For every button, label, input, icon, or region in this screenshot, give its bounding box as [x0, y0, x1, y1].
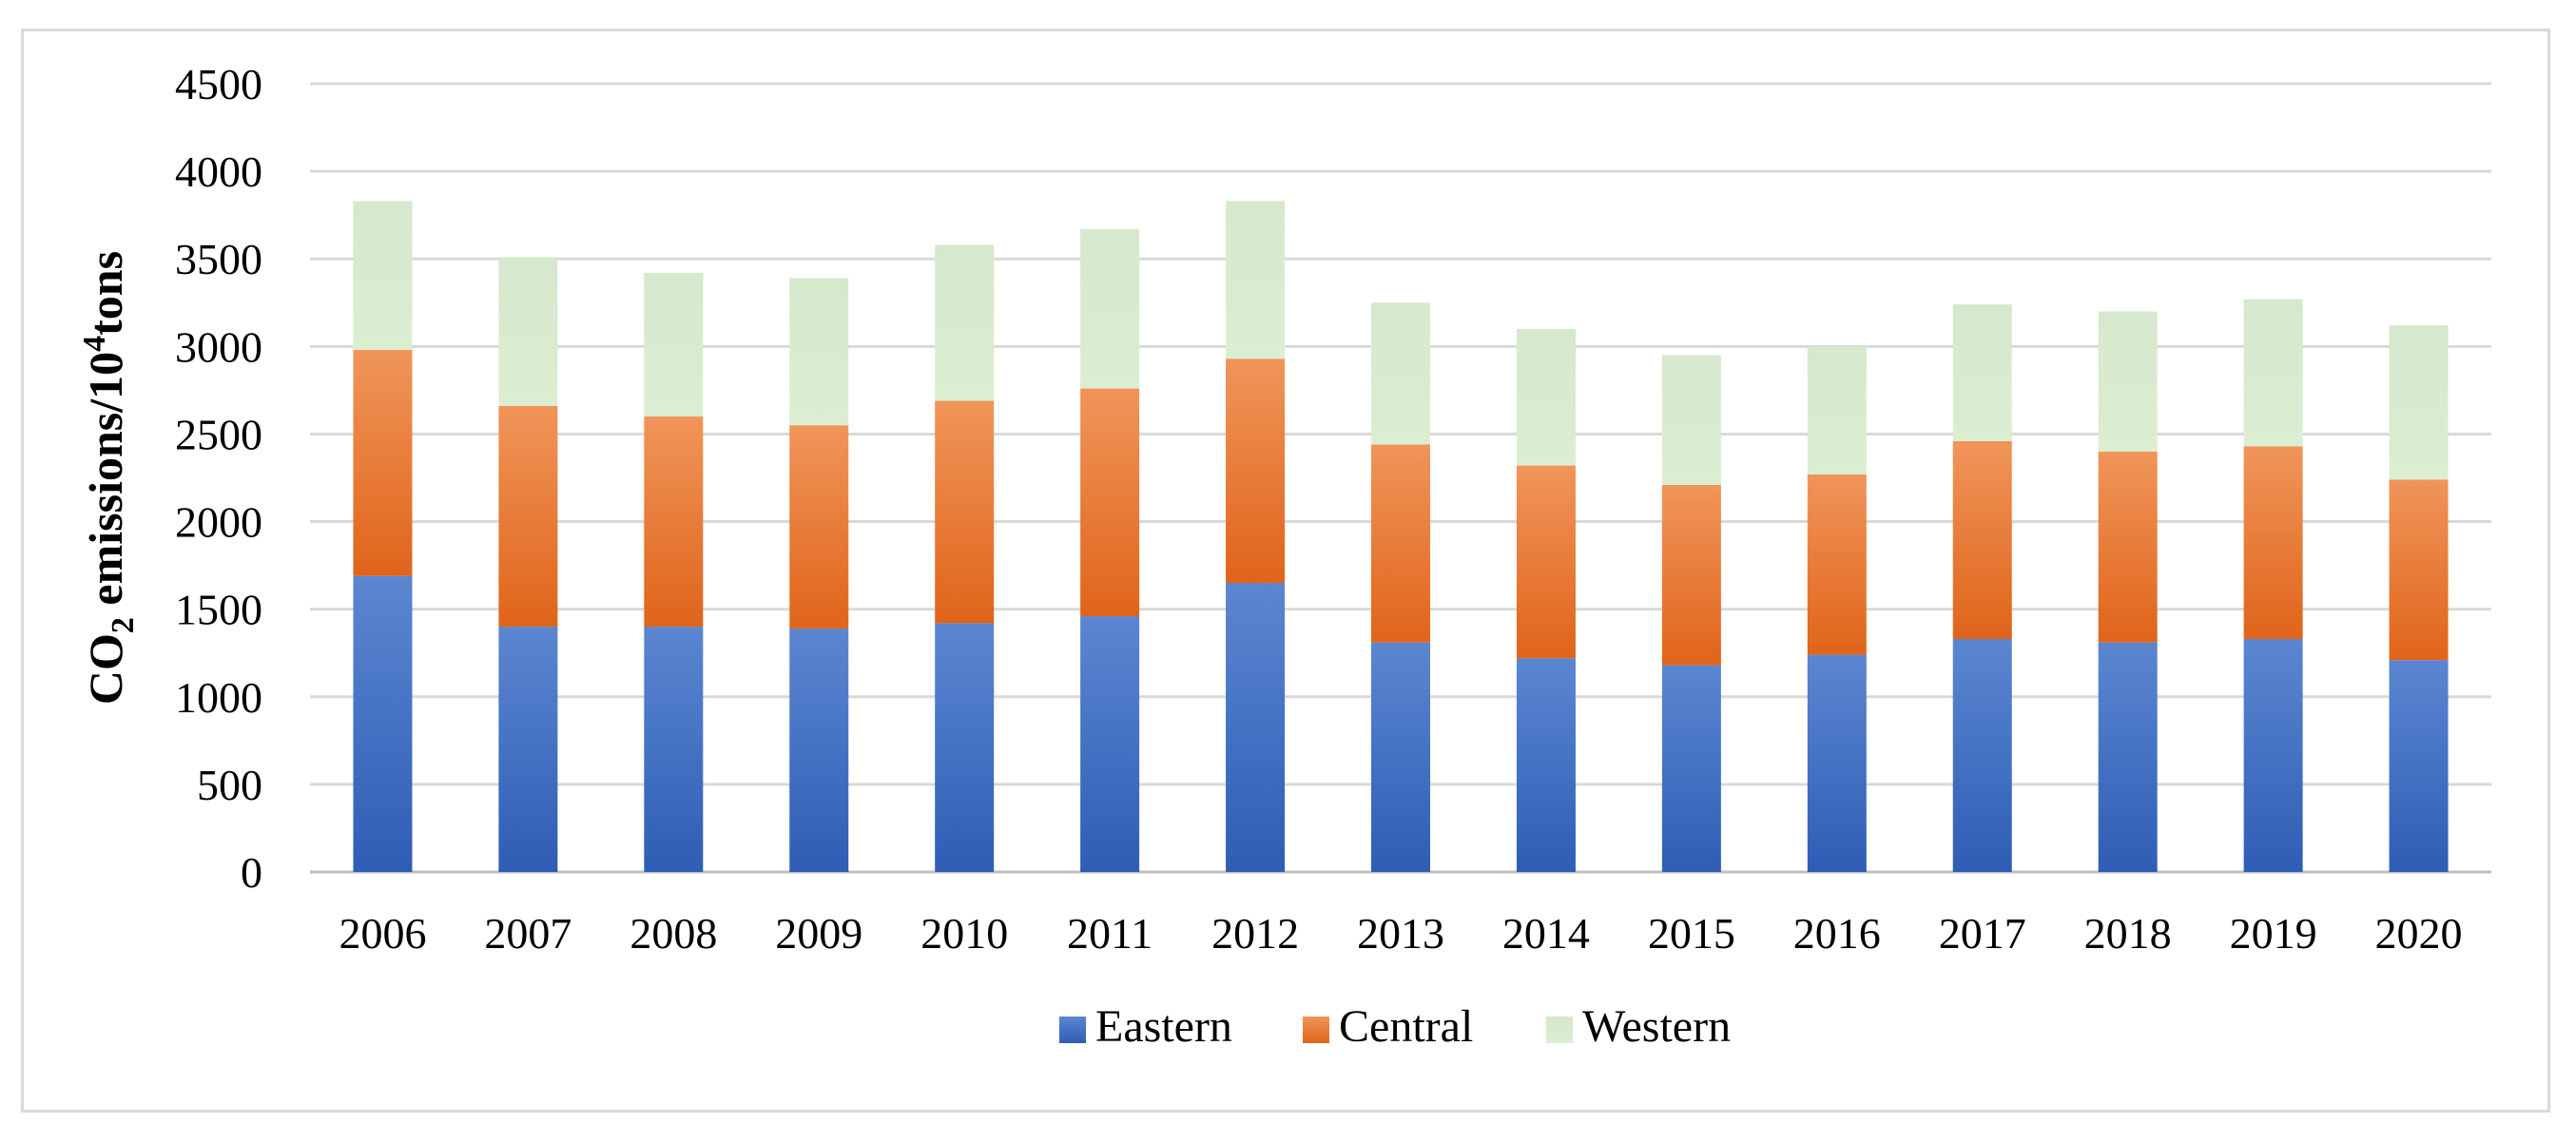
- y-tick-label: 500: [197, 761, 262, 809]
- y-axis-ticks: 0 500 1000 1500 2000 2500 3000 3500 4000 4500: [175, 60, 262, 897]
- bar-western-2011: [1080, 228, 1140, 389]
- legend-swatch-central: [1303, 1017, 1329, 1043]
- x-axis-ticks: 2006 2007 2008 2009 2010 2011 2012 2013 2014 2015…: [339, 909, 2462, 958]
- y-tick-label: 2500: [175, 410, 262, 458]
- x-tick-label: 2016: [1793, 909, 1881, 958]
- legend-label-western: Western: [1582, 1001, 1731, 1052]
- bar-western-2014: [1516, 328, 1576, 466]
- bar-central-2015: [1661, 484, 1721, 666]
- legend: Eastern Central Western: [1059, 1001, 1731, 1052]
- bar-central-2006: [353, 350, 413, 576]
- x-tick-label: 2010: [920, 909, 1008, 958]
- bar-western-2012: [1226, 201, 1286, 359]
- x-tick-label: 2013: [1357, 909, 1444, 958]
- bar-western-2019: [2243, 299, 2303, 447]
- bar-western-2016: [1807, 346, 1867, 475]
- bar-eastern-2017: [1952, 638, 2012, 872]
- bar-central-2011: [1080, 388, 1140, 617]
- bar-eastern-2010: [935, 623, 995, 872]
- bar-western-2020: [2389, 325, 2449, 480]
- bar-eastern-2018: [2098, 642, 2158, 872]
- bar-central-2007: [498, 405, 558, 628]
- x-tick-label: 2009: [775, 909, 862, 958]
- legend-swatch-western: [1546, 1017, 1573, 1043]
- x-tick-label: 2017: [1939, 909, 2026, 958]
- bar-eastern-2015: [1661, 665, 1721, 872]
- bar-western-2006: [353, 201, 413, 351]
- bar-eastern-2012: [1226, 583, 1286, 872]
- x-tick-label: 2011: [1067, 909, 1152, 958]
- bar-western-2017: [1952, 304, 2012, 441]
- bar-central-2016: [1807, 474, 1867, 655]
- bar-eastern-2011: [1080, 616, 1140, 872]
- y-tick-label: 4000: [175, 147, 262, 196]
- x-tick-label: 2018: [2084, 909, 2172, 958]
- y-tick-label: 0: [241, 848, 262, 897]
- x-tick-label: 2015: [1648, 909, 1735, 958]
- bar-western-2018: [2098, 311, 2158, 452]
- bar-central-2019: [2243, 446, 2303, 639]
- legend-label-eastern: Eastern: [1095, 1001, 1232, 1052]
- x-tick-label: 2008: [629, 909, 717, 958]
- y-tick-label: 3500: [175, 235, 262, 283]
- bar-eastern-2009: [789, 628, 849, 872]
- x-tick-label: 2014: [1502, 909, 1590, 958]
- bar-eastern-2007: [498, 627, 558, 872]
- bar-central-2012: [1226, 358, 1286, 584]
- bar-central-2020: [2389, 479, 2449, 661]
- bar-eastern-2020: [2389, 660, 2449, 872]
- x-tick-label: 2020: [2375, 909, 2463, 958]
- bar-central-2010: [935, 400, 995, 624]
- bar-eastern-2014: [1516, 658, 1576, 872]
- y-tick-label: 3000: [175, 322, 262, 371]
- x-tick-label: 2019: [2230, 909, 2317, 958]
- bar-eastern-2019: [2243, 638, 2303, 872]
- y-axis-title: CO2 emissions/104tons: [77, 251, 141, 705]
- bar-central-2009: [789, 425, 849, 629]
- bar-western-2010: [935, 244, 995, 401]
- bar-western-2007: [498, 257, 558, 406]
- bar-western-2015: [1661, 355, 1721, 485]
- y-tick-label: 2000: [175, 498, 262, 547]
- bar-eastern-2013: [1371, 642, 1430, 872]
- bar-eastern-2006: [353, 575, 413, 872]
- bar-central-2013: [1371, 444, 1430, 643]
- bar-central-2008: [644, 417, 704, 628]
- y-axis-title-group: CO2 emissions/104tons: [77, 251, 141, 705]
- y-tick-label: 1000: [175, 673, 262, 722]
- x-tick-label: 2007: [484, 909, 571, 958]
- bar-western-2009: [789, 278, 849, 426]
- bars: [353, 201, 2449, 872]
- legend-swatch-eastern: [1059, 1017, 1086, 1043]
- bar-western-2008: [644, 272, 704, 417]
- bar-eastern-2008: [644, 627, 704, 872]
- y-tick-label: 4500: [175, 60, 262, 108]
- y-tick-label: 1500: [175, 586, 262, 634]
- legend-label-central: Central: [1339, 1001, 1473, 1052]
- x-tick-label: 2012: [1211, 909, 1299, 958]
- x-tick-label: 2006: [339, 909, 426, 958]
- bar-western-2013: [1371, 302, 1430, 445]
- bar-eastern-2016: [1807, 654, 1867, 872]
- bar-central-2018: [2098, 451, 2158, 643]
- bar-central-2014: [1516, 465, 1576, 659]
- bar-central-2017: [1952, 440, 2012, 639]
